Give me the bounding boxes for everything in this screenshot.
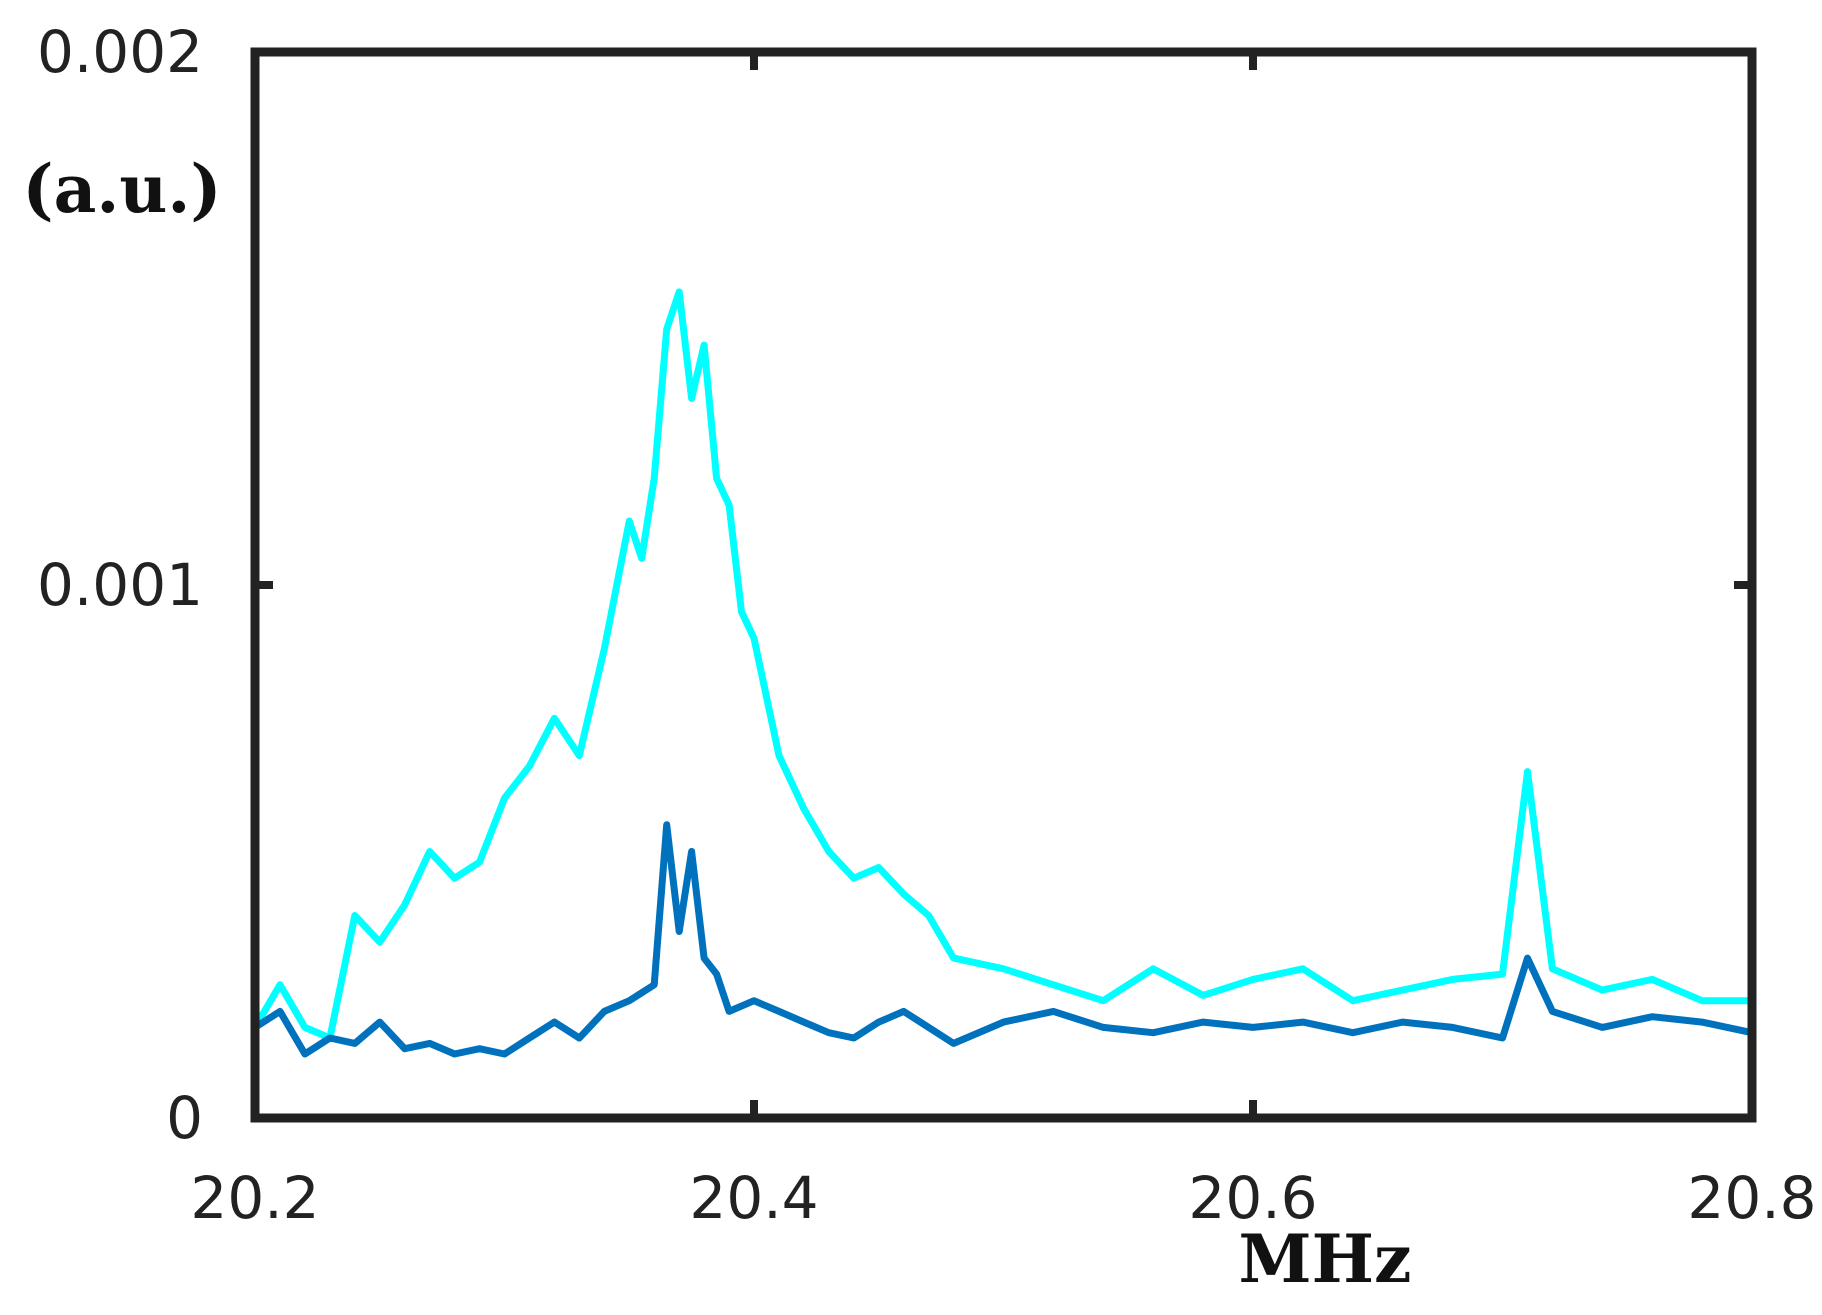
x-tick-label: 20.8 (1687, 1164, 1816, 1232)
series-line-1 (251, 288, 1752, 1042)
series-line-2 (253, 821, 1753, 1058)
y-tick-label: 0.002 (37, 18, 203, 86)
y-tick-label: 0 (166, 1084, 203, 1152)
y-tick-labels: 0 0.001 0.002 (37, 18, 203, 1152)
x-tick-label: 20.4 (689, 1164, 818, 1232)
x-tick-label: 20.6 (1188, 1164, 1317, 1232)
x-tick-labels: 20.2 20.4 20.6 20.8 (190, 1164, 1816, 1232)
x-axis-label: MHz (1239, 1220, 1412, 1298)
y-tick-label: 0.001 (37, 551, 203, 619)
tick-marks (251, 48, 1756, 1122)
series-layer (251, 288, 1753, 1058)
y-axis-label: (a.u.) (22, 150, 221, 228)
x-tick-label: 20.2 (190, 1164, 319, 1232)
